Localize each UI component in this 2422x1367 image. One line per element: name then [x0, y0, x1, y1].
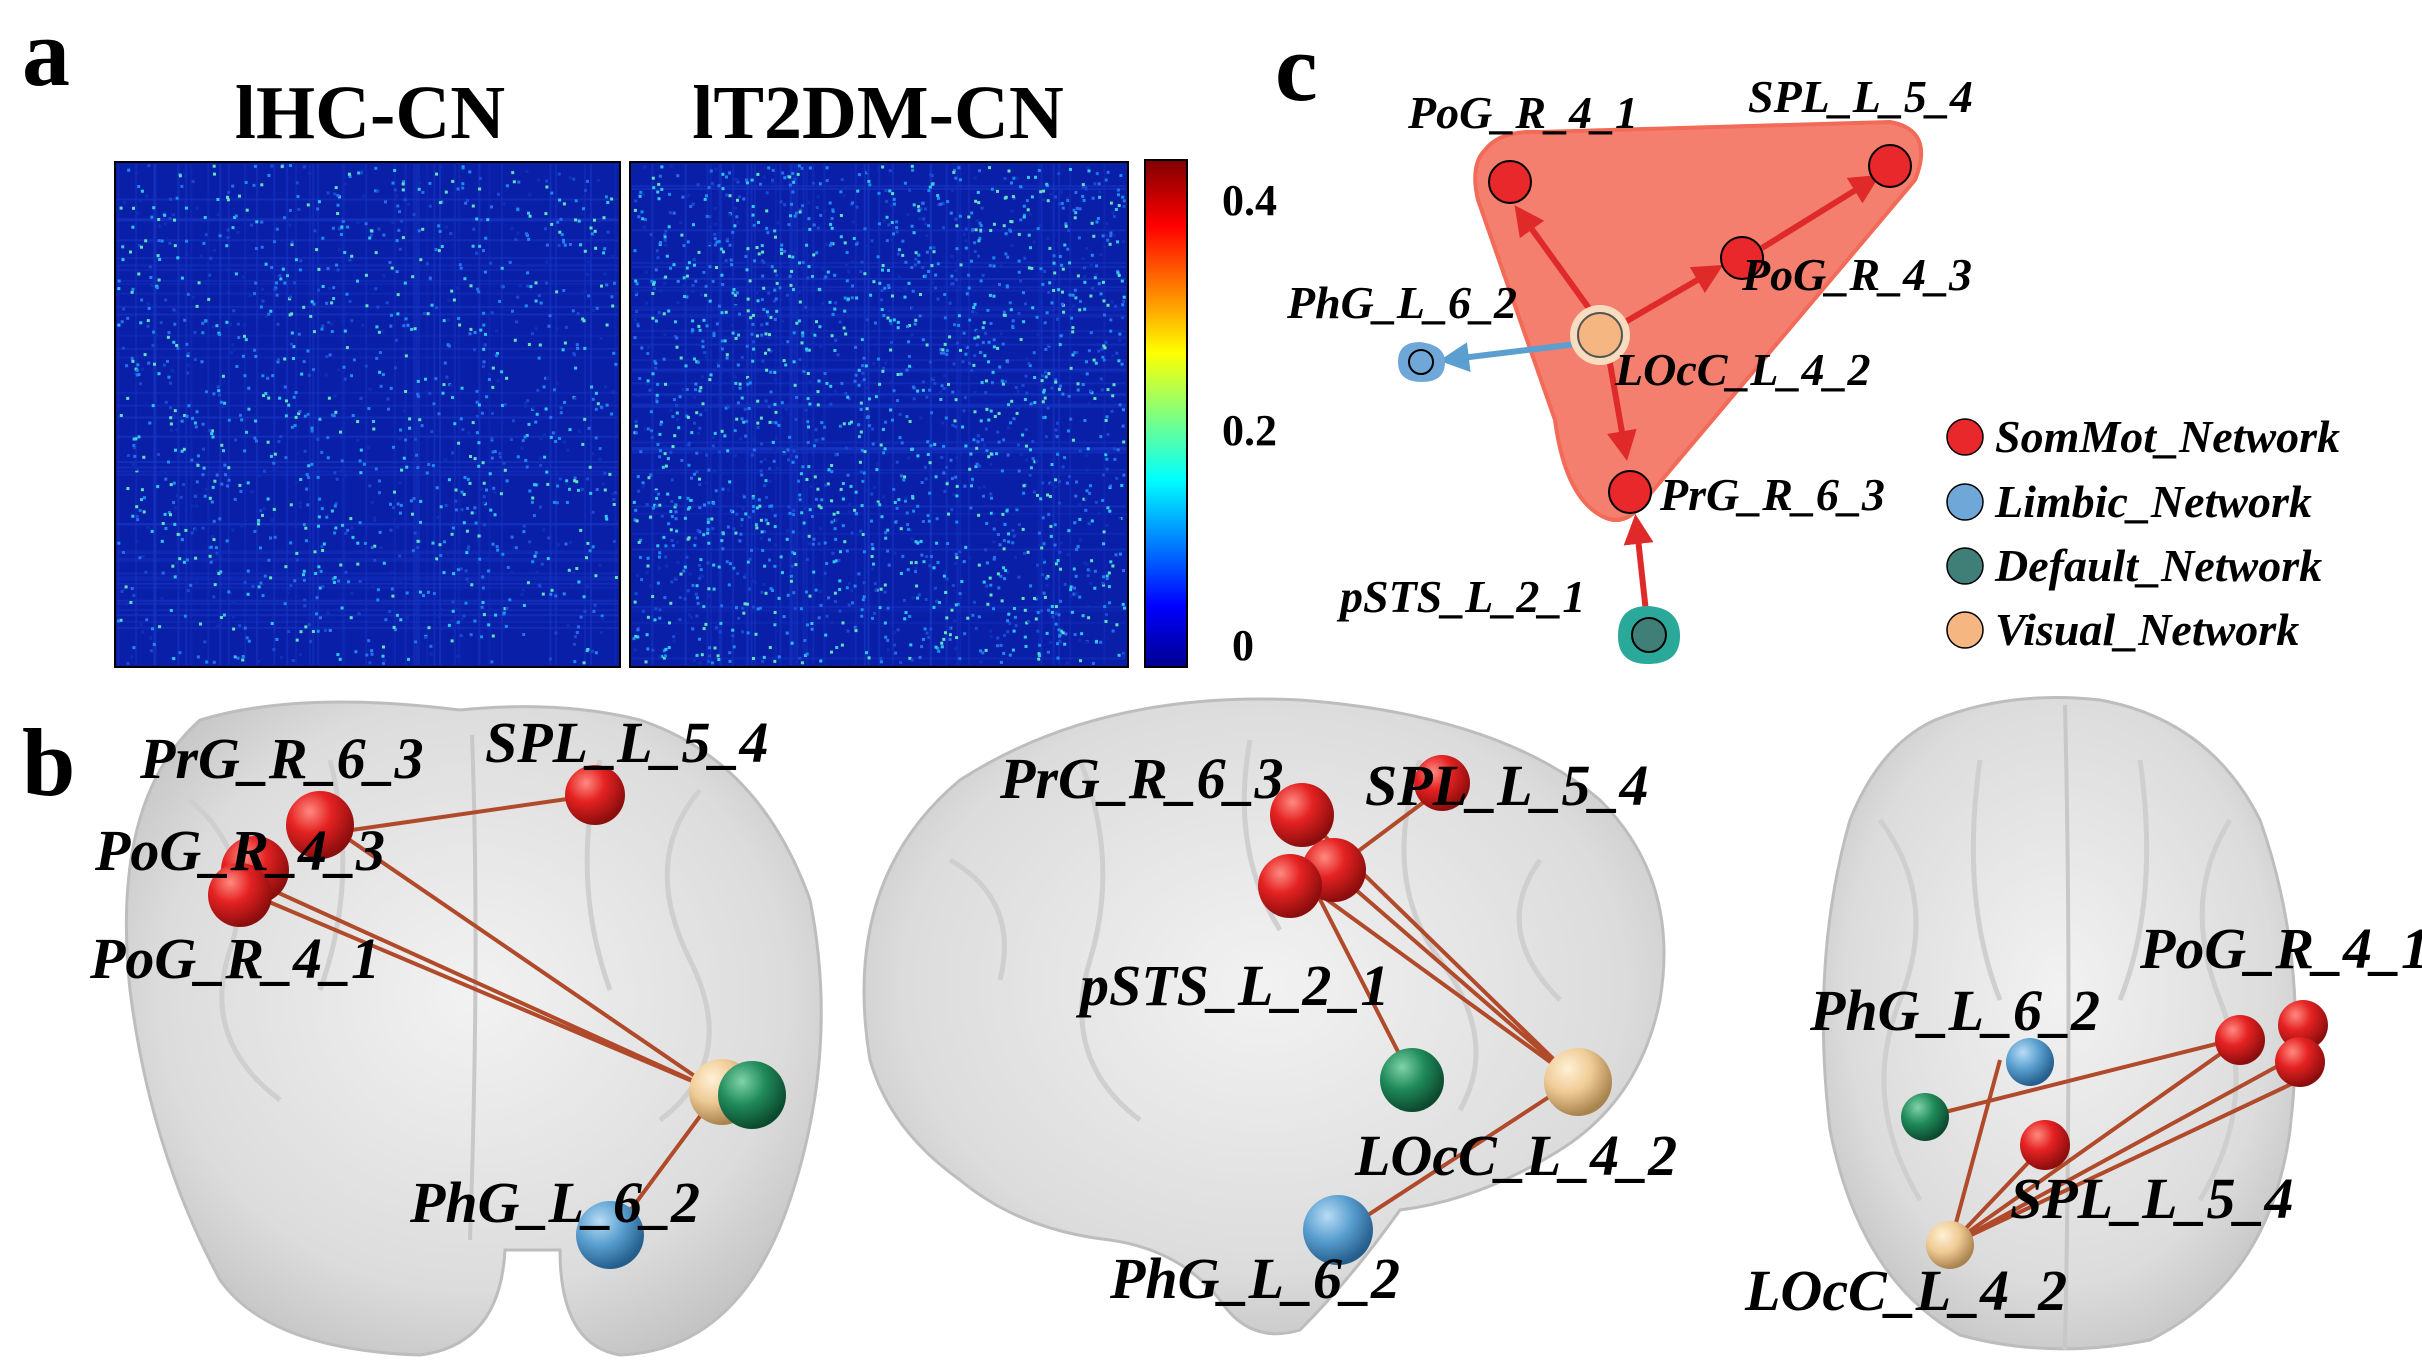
network-node-pog-r-4-1: [1488, 160, 1532, 204]
network-node-phg-l-6-2: [1398, 342, 1445, 382]
brain2-node-pog41: [1258, 854, 1322, 918]
brain2-label-spl: SPL_L_5_4: [1365, 753, 1649, 818]
network-label-pog-r-4-3: PoG_R_4_3: [1741, 249, 1972, 300]
matrix-t2dm: [629, 161, 1129, 668]
brain1-node-prg: [286, 791, 354, 859]
matrix-hc: [114, 161, 621, 668]
legend-label-limbic: Limbic_Network: [1994, 476, 2312, 527]
brain2-label-locc: LOcC_L_4_2: [1354, 1123, 1677, 1188]
network-label-locc-l-4-2: LOcC_L_4_2: [1614, 344, 1871, 395]
brain2-node-spl: [1414, 755, 1470, 811]
brain-view-coronal: PrG_R_6_3 SPL_L_5_4 PoG_R_4_3 PoG_R_4_1 …: [89, 700, 823, 1357]
network-node-prg-r-6-3: [1608, 470, 1652, 514]
brain1-label-spl: SPL_L_5_4: [485, 710, 769, 775]
legend-item-default: Default_Network: [1946, 540, 2322, 591]
brain2-label-prg: PrG_R_6_3: [999, 746, 1284, 811]
brain3-label-spl: SPL_L_5_4: [2010, 1166, 2294, 1231]
network-hull: [1473, 119, 1924, 522]
network-edges: [1439, 174, 1881, 613]
brain1-label-pog43: PoG_R_4_3: [94, 818, 385, 883]
brain2-node-psts: [1380, 1048, 1444, 1112]
matrix-title-hc: lHC-CN: [235, 71, 505, 155]
legend-label-default: Default_Network: [1994, 540, 2322, 591]
network-node-locc-l-4-2: [1570, 305, 1630, 365]
brain3-label-pog41: PoG_R_4_1: [2139, 916, 2422, 981]
legend-label-sommot: SomMot_Network: [1995, 411, 2340, 462]
brain3-node-spl: [2020, 1120, 2070, 1170]
colorbar: 0.4 0.2 0: [1144, 159, 1277, 670]
network-legend: SomMot_Network Limbic_Network Default_Ne…: [1946, 411, 2340, 655]
network-node-spl-l-5-4: [1868, 144, 1912, 188]
brain1-node-psts: [718, 1061, 786, 1129]
legend-item-limbic: Limbic_Network: [1946, 476, 2312, 527]
colorbar-tick-04: 0.4: [1222, 176, 1277, 225]
panel-b-letter: b: [22, 709, 75, 816]
brain-view-axial: PoG_R_4_1 PhG_L_6_2 SPL_L_5_4 LOcC_L_4_2: [1744, 696, 2422, 1351]
network-node-psts-l-2-1: [1618, 606, 1680, 664]
brain1-label-phg: PhG_L_6_2: [409, 1170, 700, 1235]
brain-view-sagittal: PrG_R_6_3 SPL_L_5_4 pSTS_L_2_1 LOcC_L_4_…: [862, 697, 1677, 1336]
brain1-node-phg: [576, 1201, 644, 1269]
brain3-node-pog41: [2278, 1000, 2328, 1050]
brain3-label-locc: LOcC_L_4_2: [1744, 1258, 2067, 1323]
brain2-label-psts: pSTS_L_2_1: [1075, 953, 1389, 1018]
panel-a-letter: a: [22, 0, 70, 106]
brain1-label-prg: PrG_R_6_3: [139, 726, 424, 791]
colorbar-tick-0: 0: [1232, 621, 1254, 670]
network-label-phg-l-6-2: PhG_L_6_2: [1286, 277, 1517, 328]
network-node-pog-r-4-3: [1720, 236, 1764, 280]
matrix-title-t2dm: lT2DM-CN: [692, 71, 1064, 155]
brain3-label-phg: PhG_L_6_2: [1809, 978, 2100, 1043]
brain1-node-spl: [565, 765, 625, 825]
legend-item-visual: Visual_Network: [1946, 604, 2299, 655]
brain3-node-pog43: [2275, 1037, 2325, 1087]
network-label-prg-r-6-3: PrG_R_6_3: [1659, 469, 1885, 520]
brain2-node-locc: [1544, 1048, 1612, 1116]
brain3-node-phg: [2006, 1038, 2054, 1086]
network-label-psts-l-2-1: pSTS_L_2_1: [1336, 571, 1585, 622]
colorbar-tick-02: 0.2: [1222, 406, 1277, 455]
brain1-label-pog41: PoG_R_4_1: [89, 926, 380, 991]
panel-c-letter: c: [1275, 14, 1318, 121]
brain2-label-phg: PhG_L_6_2: [1109, 1246, 1400, 1311]
brain2-node-phg: [1303, 1195, 1373, 1265]
network-label-spl-l-5-4: SPL_L_5_4: [1748, 71, 1973, 122]
network-label-pog-r-4-1: PoG_R_4_1: [1407, 87, 1638, 138]
brain3-node-locc: [1926, 1221, 1974, 1269]
legend-label-visual: Visual_Network: [1995, 604, 2299, 655]
brain2-node-prg: [1270, 783, 1334, 847]
brain3-node-prg: [2215, 1015, 2265, 1065]
legend-item-sommot: SomMot_Network: [1946, 411, 2340, 462]
brain1-node-pog41: [208, 863, 272, 927]
brain3-node-psts: [1901, 1093, 1949, 1141]
